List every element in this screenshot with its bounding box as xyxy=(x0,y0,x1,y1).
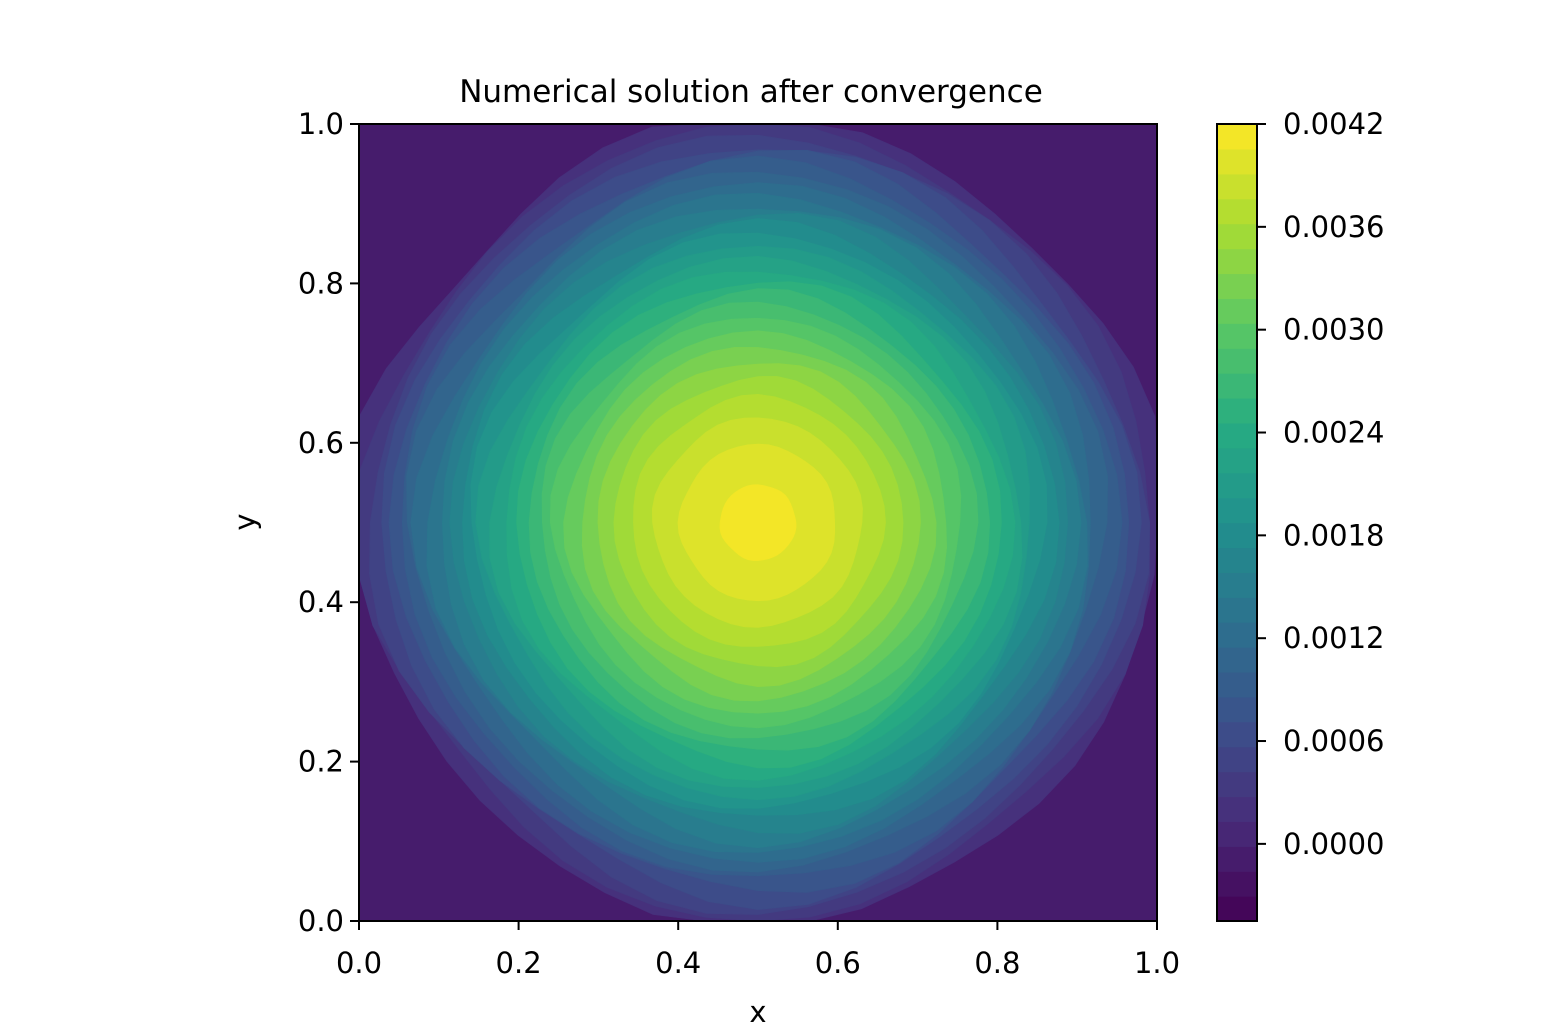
contour-level-31 xyxy=(719,484,797,561)
colorbar-level-26 xyxy=(1217,248,1257,275)
colorbar-level-19 xyxy=(1217,422,1257,449)
colorbar-levels xyxy=(1217,124,1257,922)
colorbar-level-13 xyxy=(1217,572,1257,598)
colorbar-level-24 xyxy=(1217,298,1257,324)
colorbar-level-14 xyxy=(1217,547,1257,573)
colorbar-level-16 xyxy=(1217,497,1257,524)
y-tick-label: 0.4 xyxy=(298,585,344,619)
colorbar-level-18 xyxy=(1217,447,1257,474)
y-axis-label: y xyxy=(228,513,262,530)
colorbar-level-23 xyxy=(1217,323,1257,349)
colorbar-level-28 xyxy=(1217,198,1257,225)
colorbar-level-5 xyxy=(1217,771,1257,798)
colorbar-tick-label: 0.0012 xyxy=(1283,621,1384,655)
colorbar-tick-label: 0.0042 xyxy=(1283,107,1384,141)
colorbar-level-0 xyxy=(1217,896,1257,922)
colorbar-level-1 xyxy=(1217,871,1257,897)
colorbar-level-30 xyxy=(1217,148,1257,175)
colorbar-level-8 xyxy=(1217,696,1257,723)
y-tick-label: 0.0 xyxy=(298,904,344,938)
x-axis: 0.0 0.2 0.4 0.6 0.8 1.0 xyxy=(336,921,1180,980)
y-axis: 0.0 0.2 0.4 0.6 0.8 1.0 xyxy=(298,107,359,938)
y-tick-label: 0.2 xyxy=(298,745,344,779)
y-tick-label: 0.6 xyxy=(298,426,344,460)
colorbar-level-6 xyxy=(1217,746,1257,773)
y-tick-label: 1.0 xyxy=(298,107,344,141)
colorbar-tick-label: 0.0030 xyxy=(1283,313,1384,347)
colorbar-tick-label: 0.0036 xyxy=(1283,210,1384,244)
colorbar-level-3 xyxy=(1217,821,1257,847)
colorbar-level-27 xyxy=(1217,223,1257,250)
y-tick-label: 0.8 xyxy=(298,266,344,300)
chart-title: Numerical solution after convergence xyxy=(459,74,1043,110)
plot-frame xyxy=(358,123,1158,922)
colorbar-level-29 xyxy=(1217,173,1257,200)
colorbar-level-12 xyxy=(1217,597,1257,623)
colorbar-tick-label: 0.0018 xyxy=(1283,518,1384,552)
colorbar-level-7 xyxy=(1217,721,1257,748)
x-tick-label: 0.6 xyxy=(815,946,861,980)
colorbar-level-15 xyxy=(1217,522,1257,549)
colorbar-level-2 xyxy=(1217,846,1257,872)
colorbar-tick-label: 0.0024 xyxy=(1283,416,1384,450)
colorbar-level-10 xyxy=(1217,647,1257,673)
colorbar-level-20 xyxy=(1217,397,1257,424)
x-tick-label: 0.2 xyxy=(496,946,542,980)
plot-area xyxy=(358,123,1158,922)
x-tick-label: 0.4 xyxy=(655,946,701,980)
colorbar-level-21 xyxy=(1217,373,1257,399)
colorbar-level-17 xyxy=(1217,472,1257,499)
colorbar-level-22 xyxy=(1217,348,1257,374)
colorbar-frame xyxy=(1216,123,1258,922)
colorbar-axis: 0.0000 0.0006 0.0012 0.0018 0.0024 0.0030 0.00… xyxy=(1257,107,1384,861)
colorbar: 0.0000 0.0006 0.0012 0.0018 0.0024 0.0030 0.00… xyxy=(1216,107,1384,922)
colorbar-level-4 xyxy=(1217,796,1257,822)
colorbar-level-25 xyxy=(1217,273,1257,299)
x-tick-label: 0.8 xyxy=(974,946,1020,980)
x-axis-label: x xyxy=(749,995,766,1029)
x-tick-label: 1.0 xyxy=(1134,946,1180,980)
x-tick-label: 0.0 xyxy=(336,946,382,980)
colorbar-level-11 xyxy=(1217,622,1257,648)
colorbar-level-9 xyxy=(1217,671,1257,698)
colorbar-tick-label: 0.0000 xyxy=(1283,827,1384,861)
colorbar-level-31 xyxy=(1217,124,1257,150)
colorbar-tick-label: 0.0006 xyxy=(1283,724,1384,758)
contour-field xyxy=(358,123,1158,922)
